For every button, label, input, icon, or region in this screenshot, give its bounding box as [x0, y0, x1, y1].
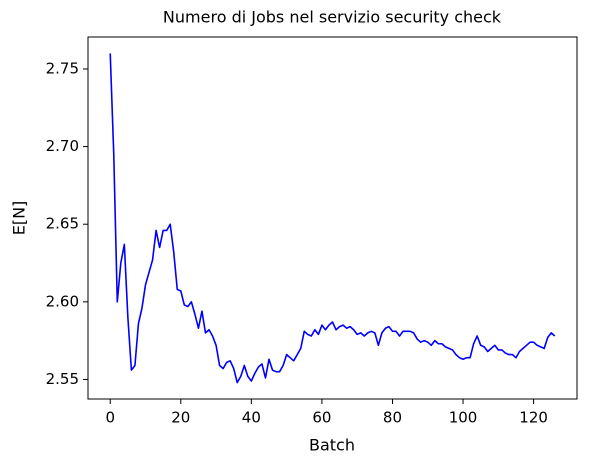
data-line — [109, 53, 556, 384]
y-tick-label: 2.65 — [46, 215, 79, 233]
x-tick-label: 60 — [312, 409, 331, 427]
y-tick-label: 2.75 — [46, 59, 79, 77]
plot-frame — [87, 36, 578, 400]
x-tick-label: 0 — [105, 409, 115, 427]
chart-title: Numero di Jobs nel servizio security che… — [163, 8, 502, 27]
x-tick-label: 120 — [519, 409, 548, 427]
x-tick-label: 100 — [449, 409, 478, 427]
x-tick-label: 80 — [383, 409, 402, 427]
y-axis-label: E[N] — [10, 201, 29, 236]
y-tick-label: 2.70 — [46, 137, 79, 155]
y-tick-label: 2.60 — [46, 292, 79, 310]
y-tick-label: 2.55 — [46, 370, 79, 388]
x-tick-label: 40 — [242, 409, 261, 427]
x-tick-label: 20 — [171, 409, 190, 427]
x-axis-label: Batch — [309, 436, 355, 455]
